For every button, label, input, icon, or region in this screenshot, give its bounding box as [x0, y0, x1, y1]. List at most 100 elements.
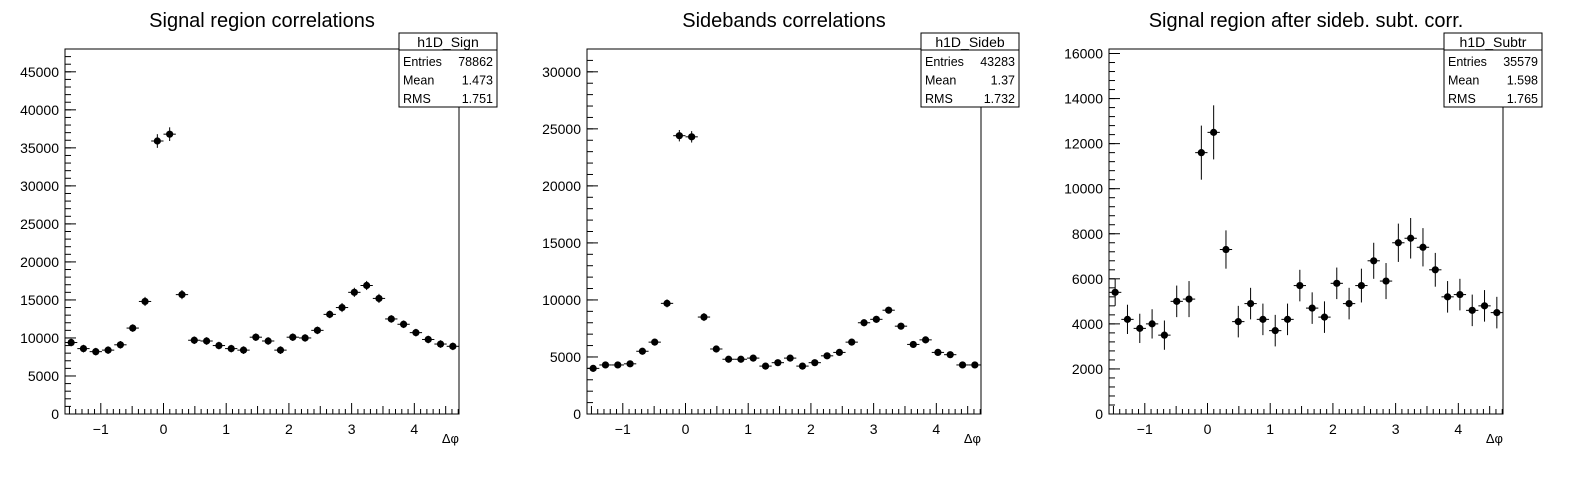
data-point	[845, 338, 858, 346]
y-tick-label: 2000	[1072, 361, 1103, 377]
stats-box: h1D_Sideb Entries 43283 Mean 1.37 RMS 1.732	[920, 32, 1020, 108]
y-tick-label: 5000	[550, 349, 581, 365]
data-point	[323, 310, 336, 319]
stats-value: 78862	[458, 55, 493, 69]
point-marker	[1419, 243, 1427, 251]
point-marker	[202, 337, 211, 345]
y-tick-label: 15000	[542, 235, 581, 251]
point-marker	[387, 315, 395, 323]
point-marker	[885, 306, 893, 314]
x-tick-label: 1	[744, 421, 752, 437]
data-point	[648, 338, 661, 346]
point-marker	[589, 364, 597, 372]
point-marker	[1259, 315, 1267, 323]
y-tick-label: 16000	[1064, 46, 1103, 62]
data-point	[1355, 268, 1368, 303]
x-tick-label: −1	[615, 421, 631, 437]
data-point	[101, 346, 115, 354]
point-marker	[1185, 295, 1193, 303]
point-marker	[1111, 288, 1119, 296]
point-marker	[1394, 239, 1402, 247]
x-tick-label: 1	[1266, 421, 1274, 437]
data-point	[212, 341, 226, 350]
point-marker	[1357, 281, 1366, 290]
stats-value: 1.473	[462, 74, 493, 88]
data-point	[1466, 294, 1479, 327]
stats-box-name: h1D_Sideb	[935, 34, 1004, 50]
data-point	[882, 306, 895, 314]
data-point	[1490, 296, 1503, 329]
point-marker	[786, 354, 794, 362]
point-marker	[897, 322, 905, 330]
stats-box-name: h1D_Subtr	[1460, 34, 1527, 50]
data-point	[1429, 252, 1442, 287]
point-marker	[227, 345, 235, 353]
stats-label: RMS	[925, 92, 953, 106]
x-tick-label: 2	[807, 421, 815, 437]
stats-box-frame	[398, 32, 498, 108]
data-point	[1441, 281, 1454, 313]
point-marker	[724, 355, 733, 363]
point-marker	[1283, 315, 1292, 323]
stats-value: 1.732	[984, 92, 1015, 106]
data-point	[1306, 292, 1319, 324]
point-marker	[141, 297, 149, 306]
point-marker	[67, 338, 75, 347]
data-point	[1379, 263, 1393, 300]
stats-label: Mean	[925, 74, 956, 88]
data-point	[422, 335, 435, 344]
data-point	[722, 355, 735, 363]
data-point	[833, 348, 846, 357]
x-tick-label: 0	[1204, 421, 1212, 437]
data-point	[138, 296, 152, 307]
point-marker	[860, 319, 868, 327]
data-point	[1416, 228, 1430, 267]
stats-box-frame	[1443, 32, 1543, 108]
x-tick-label: −1	[93, 421, 109, 437]
point-marker	[424, 335, 432, 344]
point-marker	[688, 133, 696, 141]
point-marker	[1197, 149, 1205, 157]
data-point	[1392, 223, 1405, 262]
point-marker	[350, 288, 358, 296]
stats-label: RMS	[403, 92, 431, 106]
y-tick-label: 35000	[20, 140, 59, 156]
point-marker	[1333, 279, 1341, 287]
data-point	[1219, 230, 1233, 269]
point-marker	[651, 338, 659, 346]
stats-label: Mean	[1448, 74, 1479, 88]
data-point	[685, 131, 698, 143]
point-marker	[412, 329, 420, 337]
x-tick-label: 0	[160, 421, 168, 437]
x-tick-label: 1	[222, 421, 230, 437]
stats-label: RMS	[1448, 92, 1476, 106]
data-point	[225, 344, 238, 353]
y-tick-label: 20000	[20, 254, 59, 270]
point-marker	[313, 326, 322, 334]
y-tick-label: 0	[1095, 406, 1103, 422]
point-marker	[276, 346, 285, 354]
data-point	[771, 359, 784, 367]
point-marker	[301, 334, 309, 342]
data-point	[77, 344, 90, 353]
data-point	[200, 337, 213, 345]
point-marker	[252, 333, 260, 341]
point-marker	[675, 132, 683, 140]
point-marker	[1123, 315, 1132, 323]
point-marker	[104, 346, 112, 354]
histogram-panel-3: Signal region after sideb. subt. corr. 0 2…	[1064, 10, 1543, 446]
stats-label: Entries	[925, 55, 964, 69]
point-marker	[1246, 299, 1255, 308]
data-point	[747, 354, 760, 362]
data-point	[697, 313, 711, 322]
data-point	[397, 320, 410, 329]
data-point	[968, 361, 981, 369]
data-point	[599, 361, 612, 369]
point-marker	[761, 362, 770, 370]
point-marker	[638, 347, 647, 355]
stats-value: 1.598	[1507, 74, 1538, 88]
point-marker	[153, 137, 161, 145]
point-marker	[1320, 313, 1329, 321]
data-point	[175, 290, 189, 300]
